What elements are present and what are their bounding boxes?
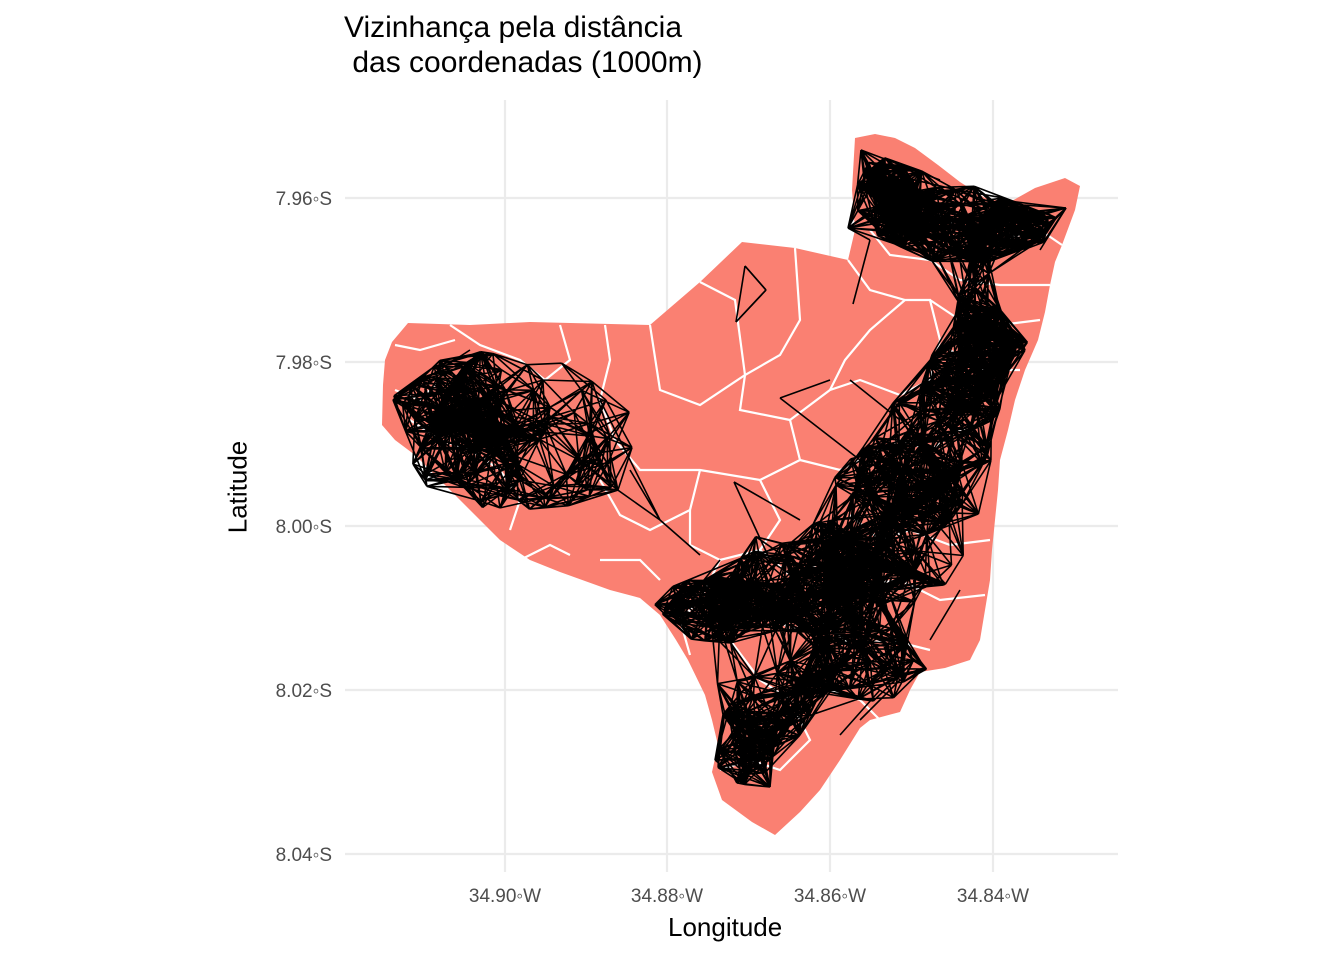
x-tick-label: 34.90◦W (469, 886, 541, 907)
y-tick-label: 8.04◦S (276, 845, 332, 866)
network-bridge-edges (392, 149, 1067, 788)
x-tick-label: 34.88◦W (631, 886, 703, 907)
neighbor-network (392, 149, 1067, 788)
y-tick-labels: 7.96◦S 7.98◦S 8.00◦S 8.02◦S 8.04◦S (276, 189, 332, 866)
chart-title: Vizinhança pela distância das coordenada… (344, 11, 703, 79)
district-border (847, 259, 906, 302)
district-border (699, 281, 747, 376)
y-tick-label: 7.98◦S (276, 353, 332, 374)
y-tick-label: 8.02◦S (276, 681, 332, 702)
network-edges (392, 149, 1067, 788)
x-tick-label: 34.86◦W (794, 886, 866, 907)
district-border (394, 338, 456, 352)
region-polygon (382, 134, 1080, 835)
x-tick-label: 34.84◦W (957, 886, 1029, 907)
district-border (688, 479, 782, 562)
y-axis-label: Latitude (222, 440, 253, 534)
x-axis-label: Longitude (668, 912, 783, 942)
y-tick-label: 8.00◦S (276, 517, 332, 538)
x-tick-labels: 34.90◦W 34.88◦W 34.86◦W 34.84◦W (469, 886, 1029, 907)
district-border (519, 543, 571, 561)
district-border (600, 558, 661, 581)
y-tick-label: 7.96◦S (276, 189, 332, 210)
district-border (599, 469, 702, 532)
